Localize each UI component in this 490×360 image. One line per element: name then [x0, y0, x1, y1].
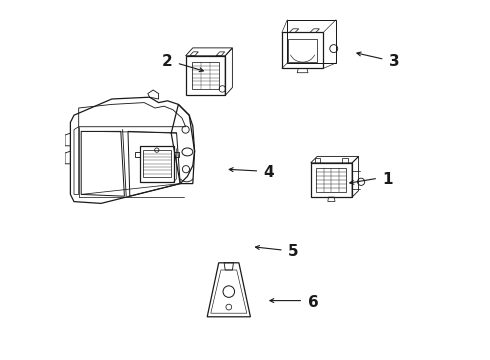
- Text: 3: 3: [389, 54, 400, 69]
- Text: 4: 4: [263, 165, 274, 180]
- Text: 5: 5: [288, 244, 299, 260]
- Text: 2: 2: [162, 54, 173, 69]
- Text: 6: 6: [308, 295, 319, 310]
- Text: 1: 1: [382, 172, 392, 188]
